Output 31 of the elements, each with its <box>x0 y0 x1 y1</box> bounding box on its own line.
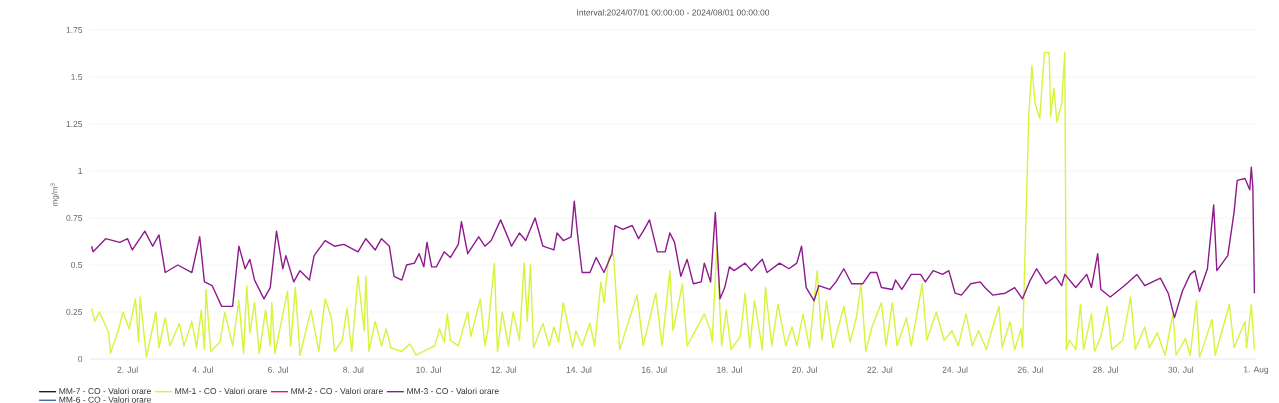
x-tick-label: 28. Jul <box>1093 366 1118 373</box>
legend-label: MM-6 - CO - Valori orare <box>59 396 151 403</box>
chart-title: Interval:2024/07/01 00:00:00 - 2024/08/01 00:00:00 <box>577 9 770 16</box>
y-tick-label: 0.25 <box>66 309 83 315</box>
y-tick-label: 0 <box>78 356 83 362</box>
y-tick-label: 1.75 <box>66 27 83 33</box>
x-tick-label: 30. Jul <box>1168 366 1194 373</box>
x-tick-label: 16. Jul <box>641 366 667 373</box>
y-tick-label: 1.25 <box>66 121 83 127</box>
x-tick-label: 22. Jul <box>867 366 893 373</box>
x-tick-label: 6. Jul <box>267 366 289 373</box>
x-tick-label: 20. Jul <box>792 366 817 373</box>
y-tick-label: 0.5 <box>71 262 83 268</box>
x-tick-label: 26. Jul <box>1017 366 1043 373</box>
x-tick-label: 12. Jul <box>491 366 517 373</box>
legend-label: MM-1 - CO - Valori orare <box>175 387 267 395</box>
legend-label: MM-3 - CO - Valori orare <box>407 387 499 395</box>
y-tick-label: 0.75 <box>66 215 83 221</box>
legend-label: MM-2 - CO - Valori orare <box>291 387 383 395</box>
y-tick-label: 1 <box>78 168 83 174</box>
x-tick-label: 10. Jul <box>416 366 441 373</box>
x-tick-label: 4. Jul <box>192 366 213 373</box>
x-tick-label: 8. Jul <box>343 366 364 373</box>
y-tick-label: 1.5 <box>71 74 83 80</box>
legend-label: MM-7 - CO - Valori orare <box>59 387 151 395</box>
x-tick-label: 24. Jul <box>942 366 968 373</box>
x-tick-label: 1. Aug <box>1244 366 1269 375</box>
x-tick-label: 2. Jul <box>117 366 138 373</box>
x-tick-label: 18. Jul <box>717 366 742 373</box>
x-tick-label: 14. Jul <box>566 366 592 373</box>
line-series <box>90 166 1256 319</box>
